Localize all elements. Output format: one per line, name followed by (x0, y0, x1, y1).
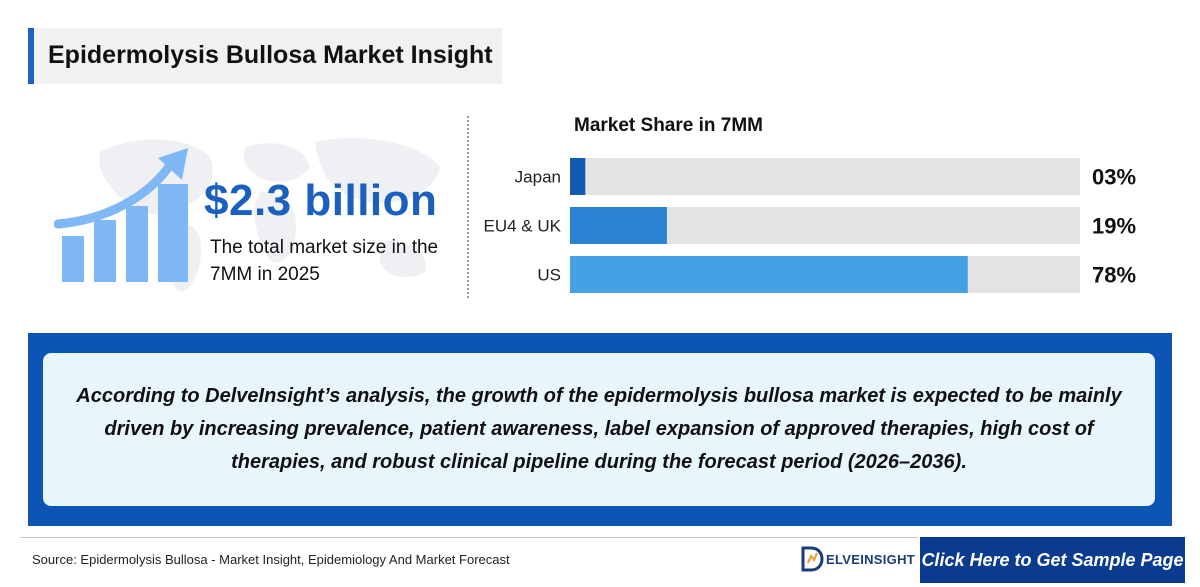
bar-track (570, 158, 1080, 195)
bar (570, 256, 968, 293)
category-label: EU4 & UK (484, 217, 562, 236)
category-label: US (537, 266, 561, 285)
market-size-value: $2.3 billion (204, 176, 438, 225)
chart-title: Market Share in 7MM (574, 115, 763, 136)
page-title: Epidermolysis Bullosa Market Insight (48, 41, 493, 69)
value-label: 78% (1092, 263, 1136, 288)
market-size-description: The total market size in the 7MM in 2025 (210, 237, 439, 285)
bar (570, 158, 586, 195)
section-divider (467, 116, 469, 298)
value-label: 19% (1092, 214, 1136, 239)
insight-banner-inner: According to DelveInsight’s analysis, th… (43, 353, 1155, 506)
market-share-chart-svg: Market Share in 7MM Japan 03% EU4 & UK 19% US… (484, 115, 1136, 293)
category-label: Japan (515, 168, 561, 187)
value-label: 03% (1092, 165, 1136, 190)
market-share-chart: Market Share in 7MM Japan 03% EU4 & UK 19% US… (470, 100, 1170, 310)
bar (570, 207, 667, 244)
insight-banner: According to DelveInsight’s analysis, th… (28, 333, 1172, 526)
source-text: Source: Epidermolysis Bullosa - Market I… (32, 552, 510, 567)
sample-page-button[interactable]: Click Here to Get Sample Page (920, 537, 1185, 583)
insight-text: According to DelveInsight’s analysis, th… (76, 385, 1122, 473)
growth-chart-icon (54, 148, 188, 282)
logo-mark-icon (801, 546, 824, 572)
delveinsight-logo[interactable]: ELVEINSIGHT (800, 546, 915, 572)
title-box: Epidermolysis Bullosa Market Insight (28, 28, 502, 84)
logo-text: ELVEINSIGHT (826, 551, 916, 567)
footer-divider (20, 537, 918, 538)
